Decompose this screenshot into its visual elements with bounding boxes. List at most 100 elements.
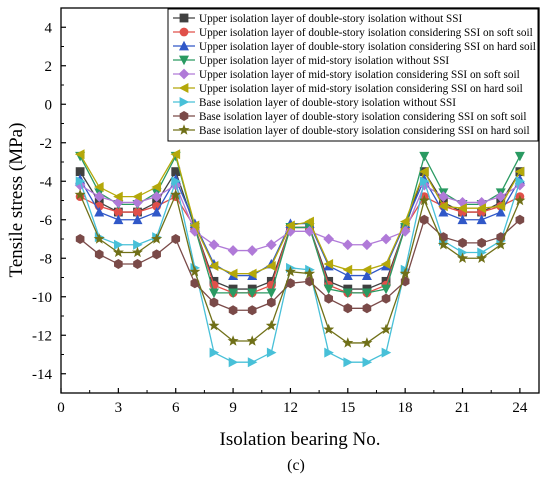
y-tick-label: -4 <box>40 174 53 190</box>
legend-label: Upper isolation layer of double-story is… <box>199 27 533 39</box>
series-7-point <box>228 357 239 368</box>
series-9-point <box>74 188 86 200</box>
legend-swatch-marker <box>178 68 190 80</box>
legend-label: Upper isolation layer of double-story is… <box>199 41 536 53</box>
series-3-point <box>94 206 105 217</box>
series-2-point <box>113 207 123 217</box>
series-6-point <box>380 259 391 270</box>
figure-caption: (c) <box>287 457 305 474</box>
series-5-point <box>227 245 239 256</box>
series-7-point <box>419 176 430 187</box>
series-3-point <box>132 214 143 225</box>
series-7-point <box>209 347 220 358</box>
series-8 <box>75 214 525 316</box>
series-9-point <box>112 246 124 258</box>
series-5-point <box>265 239 277 251</box>
series-5-point <box>132 197 143 208</box>
series-5-point <box>151 191 162 203</box>
legend-swatch-marker <box>179 27 189 37</box>
legend-item: Base isolation layer of double-story iso… <box>173 97 456 109</box>
series-7-point <box>113 239 124 250</box>
series-5-point <box>438 191 449 203</box>
series-8-line <box>79 218 521 311</box>
series-2-point <box>133 207 142 217</box>
y-tick-label: -2 <box>40 136 53 152</box>
series-9-point <box>380 323 392 335</box>
series-4-point <box>208 288 219 299</box>
series-3-point <box>438 206 449 217</box>
series-6-point <box>342 264 353 275</box>
series-6-point <box>514 166 525 177</box>
series-7 <box>75 176 526 368</box>
series-9-point <box>476 252 488 263</box>
series-6 <box>74 149 525 279</box>
series-6-point <box>74 149 85 160</box>
series-6-point <box>151 182 161 193</box>
series-8-point <box>171 234 181 244</box>
series-9-point <box>361 337 373 348</box>
x-tick-label: 12 <box>283 400 298 416</box>
legend-swatch-marker <box>179 40 189 51</box>
series-8-point <box>458 237 467 248</box>
series-4-point <box>266 288 277 299</box>
series-5-point <box>304 225 315 237</box>
legend-swatch-marker <box>179 13 189 23</box>
series-9-point <box>189 265 201 277</box>
series-9-point <box>323 323 335 335</box>
series-6-point <box>399 216 410 227</box>
series-5-point <box>380 233 392 245</box>
x-tick-label: 3 <box>115 400 123 416</box>
series-1 <box>75 167 525 294</box>
series-7-point <box>477 247 487 258</box>
series-7-point <box>133 239 143 250</box>
series-8-point <box>477 237 486 248</box>
series-9-point <box>227 335 239 346</box>
series-9-point <box>437 238 449 250</box>
legend: Upper isolation layer of double-story is… <box>167 8 539 142</box>
series-4-point <box>419 151 430 162</box>
series-6-point <box>323 259 334 270</box>
series-6-point <box>132 191 142 202</box>
series-7-point <box>171 176 181 187</box>
y-tick-label: -10 <box>32 290 52 306</box>
series-6-line <box>79 152 521 275</box>
series-3-point <box>476 214 487 225</box>
series-9-point <box>418 194 430 206</box>
series-3-point <box>495 206 506 217</box>
series-8-point <box>114 259 123 270</box>
series-8-point <box>75 234 85 244</box>
series-9-point <box>514 194 526 206</box>
series-5-point <box>93 191 105 203</box>
series-6-point <box>208 260 219 271</box>
series-1-line <box>79 170 521 290</box>
series-6-point <box>457 203 467 214</box>
series-8-point <box>515 214 525 225</box>
legend-swatch-marker <box>179 97 190 107</box>
series-5-point <box>112 197 124 208</box>
legend-swatch-marker <box>179 111 189 121</box>
series-9-point <box>265 319 277 331</box>
series-6-point <box>438 201 448 212</box>
series-7-point <box>515 176 526 187</box>
series-9-point <box>131 246 143 258</box>
series-8-point <box>381 293 391 304</box>
legend-item: Upper isolation layer of mid-story isola… <box>173 55 449 67</box>
series-9-point <box>208 319 220 331</box>
legend-item: Upper isolation layer of mid-story isola… <box>173 83 523 95</box>
series-9-point <box>457 252 469 263</box>
series-3-point <box>342 270 353 280</box>
series-7-point <box>75 176 86 187</box>
series-8-point <box>133 259 142 270</box>
x-tick-label: 6 <box>172 400 180 416</box>
series-6-point <box>361 264 372 275</box>
series-7-point <box>247 357 258 368</box>
series-5-point <box>342 239 354 251</box>
series-6-point <box>113 191 123 202</box>
legend-swatch-marker <box>178 124 190 135</box>
series-8-point <box>190 278 200 289</box>
series-6-point <box>285 220 295 231</box>
legend-swatch-marker <box>178 83 189 93</box>
series-layer <box>74 149 526 368</box>
series-8-point <box>286 278 295 289</box>
legend-item: Base isolation layer of double-story iso… <box>173 111 527 123</box>
